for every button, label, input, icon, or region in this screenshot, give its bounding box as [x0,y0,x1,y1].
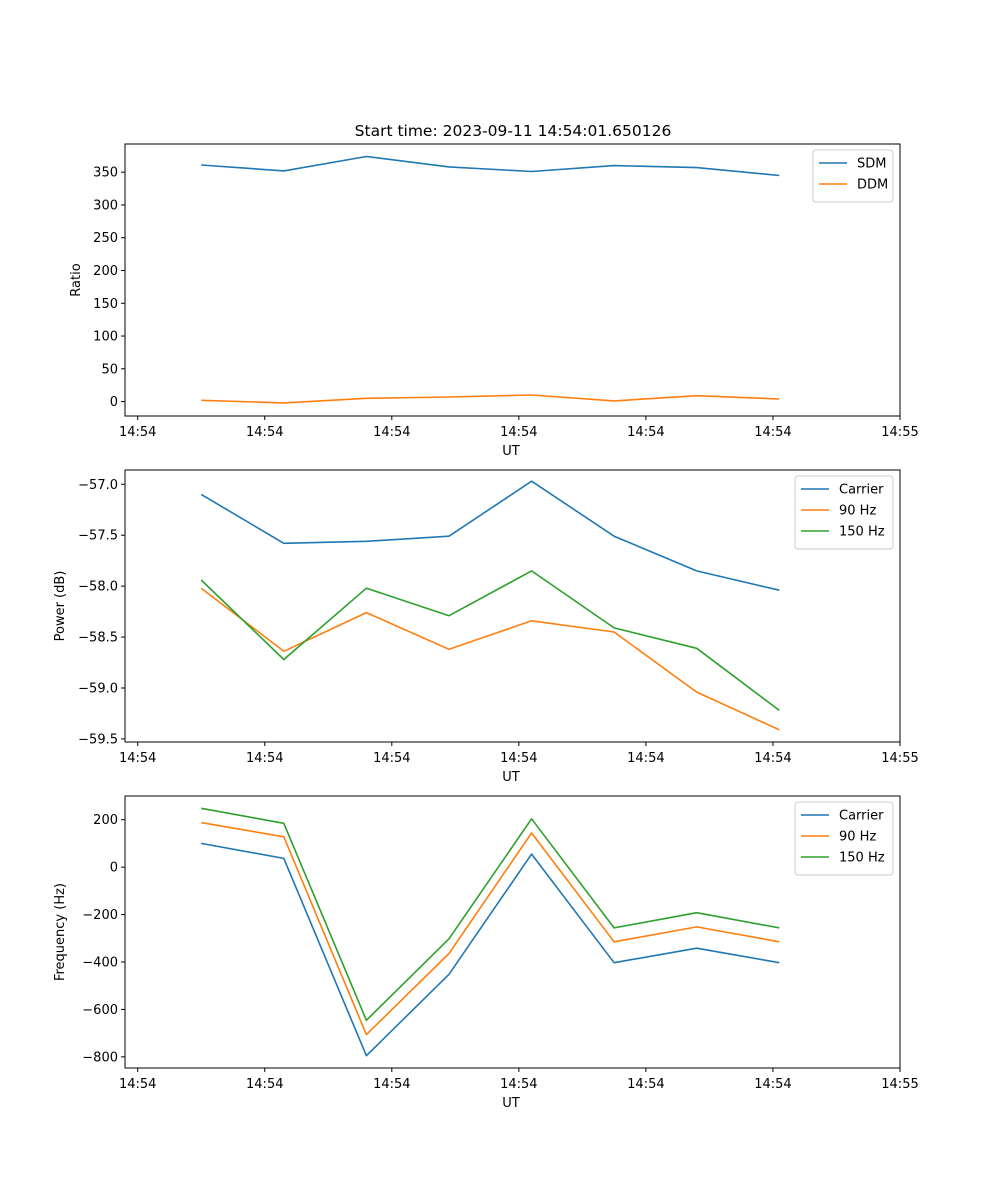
y-axis-label: Ratio [69,263,84,296]
x-axis-label: UT [502,1096,520,1111]
series-line-90-hz [201,821,780,1036]
y-tick-label: 250 [93,231,118,246]
x-tick-label: 14:55 [881,1077,918,1092]
y-tick-label: 0 [110,395,118,410]
x-tick-label: 14:54 [754,425,791,440]
y-tick-label: −57.0 [78,478,118,493]
y-tick-label: −59.5 [78,732,118,747]
legend: SDM DDM [812,149,894,203]
x-tick-label: 14:54 [246,751,283,766]
x-tick-label: 14:54 [627,751,664,766]
x-tick-label: 14:54 [627,1077,664,1092]
x-tick-label: 14:54 [246,1077,283,1092]
legend-entry: 90 Hz [839,830,876,845]
axes-frame [124,143,901,417]
x-tick-label: 14:54 [627,425,664,440]
x-axis-label: UT [502,770,520,785]
legend-entry: 90 Hz [839,504,876,519]
panel-2: 14:54 14:54 14:54 14:54 14:54 14:54 14:55 −57.0… [53,469,919,785]
y-tick-label: −57.5 [78,529,118,544]
x-tick-label: 14:55 [881,751,918,766]
axes-frame [124,469,901,743]
y-tick-label: 100 [93,330,118,345]
x-axis-label: UT [502,444,520,459]
series-line-150-hz [201,807,780,1022]
x-tick-label: 14:54 [246,425,283,440]
panel-1: 14:54 14:54 14:54 14:54 14:54 14:54 14:55 0 50 10… [69,143,919,459]
y-tick-label: −58.0 [78,580,118,595]
series-line-sdm [201,155,780,177]
x-tick-label: 14:54 [500,425,537,440]
x-tick-label: 14:54 [373,425,410,440]
panels: 14:54 14:54 14:54 14:54 14:54 14:54 14:55 0 50 10… [53,143,919,1111]
series-line-90-hz [200,587,780,731]
y-tick-label: −400 [82,955,118,970]
x-tick-label: 14:55 [881,425,918,440]
legend: Carrier 90 Hz 150 Hz [794,801,894,876]
legend: Carrier 90 Hz 150 Hz [794,475,894,550]
y-tick-label: 200 [93,813,118,828]
y-tick-label: −58.5 [78,631,118,646]
x-tick-label: 14:54 [119,751,156,766]
legend-entry: SDM [857,157,886,172]
x-tick-label: 14:54 [754,1077,791,1092]
legend-entry: 150 Hz [839,525,885,540]
x-tick-label: 14:54 [373,1077,410,1092]
y-axis-label: Frequency (Hz) [53,883,68,981]
y-tick-label: 0 [110,861,118,876]
x-tick-label: 14:54 [500,751,537,766]
y-tick-label: 300 [93,198,118,213]
legend-entry: Carrier [839,809,884,824]
series-line-carrier [201,842,780,1057]
figure-title: Start time: 2023-09-11 14:54:01.650126 [355,122,672,140]
panel-3: 14:54 14:54 14:54 14:54 14:54 14:54 14:55 200 0 −… [53,795,919,1111]
y-tick-label: −200 [82,908,118,923]
axes-frame [124,795,901,1069]
y-tick-label: 350 [93,166,118,181]
series-line-carrier [200,480,780,591]
y-tick-label: 150 [93,297,118,312]
y-axis-label: Power (dB) [53,571,68,642]
y-tick-label: 50 [101,362,118,377]
series-line-150-hz [200,570,780,712]
y-tick-label: −800 [82,1050,118,1065]
legend-entry: 150 Hz [839,851,885,866]
legend-entry: Carrier [839,483,884,498]
y-tick-label: −59.0 [78,682,118,697]
x-tick-label: 14:54 [373,751,410,766]
y-tick-label: −600 [82,1003,118,1018]
x-tick-label: 14:54 [119,425,156,440]
x-tick-label: 14:54 [500,1077,537,1092]
y-tick-label: 200 [93,264,118,279]
legend-entry: DDM [857,178,888,193]
series-line-ddm [201,394,780,404]
x-tick-label: 14:54 [754,751,791,766]
x-tick-label: 14:54 [119,1077,156,1092]
